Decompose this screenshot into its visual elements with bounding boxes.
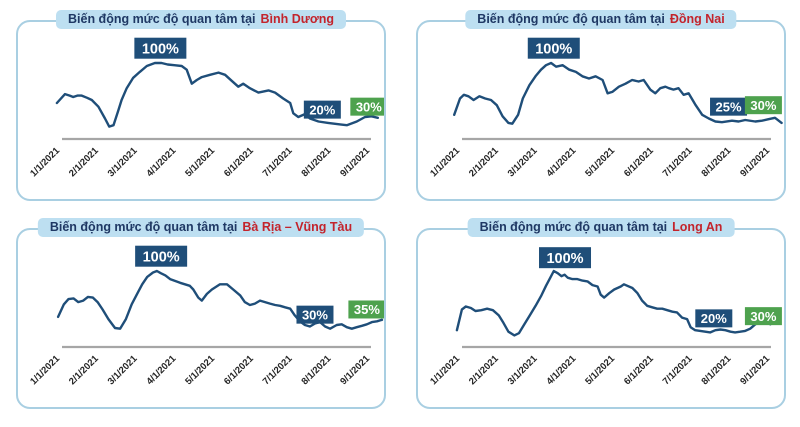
x-tick-label: 2/1/2021 (467, 353, 501, 387)
value-label-navy: 25% (710, 97, 748, 116)
x-tick-label: 4/1/2021 (544, 145, 578, 179)
value-label-green: 35% (348, 300, 384, 319)
chart-title-text: Biến động mức độ quan tâm tại (67, 12, 256, 26)
value-label-box (539, 247, 592, 269)
x-tick-label: 4/1/2021 (144, 145, 178, 179)
value-label-box (744, 96, 782, 115)
chart-title: Biến động mức độ quan tâm tại Long An (467, 218, 735, 237)
value-label-box (348, 300, 384, 319)
interest-line (453, 61, 783, 125)
interest-line (455, 269, 772, 337)
x-tick-label: 9/1/2021 (738, 353, 772, 387)
value-label-box (350, 97, 384, 116)
chart-title: Biến động mức độ quan tâm tại Đồng Nai (465, 10, 737, 29)
value-label-box (695, 309, 733, 328)
x-tick-label: 7/1/2021 (661, 145, 695, 179)
x-tick-label: 5/1/2021 (183, 353, 217, 387)
value-label-green: 30% (744, 96, 782, 115)
chart-title-text: Biến động mức độ quan tâm tại (477, 12, 665, 26)
value-label-navy: 20% (695, 309, 733, 328)
value-label-text: 100% (142, 41, 179, 57)
value-label-peak: 100% (539, 247, 592, 269)
x-tick-label: 4/1/2021 (544, 353, 578, 387)
x-tick-label: 8/1/2021 (699, 353, 733, 387)
value-label-green: 30% (350, 97, 384, 116)
value-label-text: 100% (546, 251, 583, 267)
x-tick-label: 2/1/2021 (467, 145, 501, 179)
chart-title-location: Bà Rịa – Vũng Tàu (242, 220, 353, 234)
x-tick-label: 7/1/2021 (661, 353, 695, 387)
value-label-box (134, 37, 187, 59)
value-label-text: 100% (535, 41, 572, 57)
value-label-text: 30% (750, 309, 776, 324)
value-label-text: 35% (354, 302, 380, 317)
x-tick-label: 6/1/2021 (622, 353, 656, 387)
x-tick-label: 4/1/2021 (144, 353, 178, 387)
x-tick-label: 3/1/2021 (506, 145, 540, 179)
x-tick-label: 3/1/2021 (106, 353, 140, 387)
x-tick-label: 6/1/2021 (222, 353, 256, 387)
x-tick-label: 9/1/2021 (738, 145, 772, 179)
x-tick-label: 9/1/2021 (338, 145, 372, 179)
line-chart: 1/1/2021 2/1/2021 3/1/2021 4/1/2021 5/1/2021… (428, 37, 783, 179)
value-label-green: 30% (744, 307, 782, 326)
value-label-box (744, 307, 782, 326)
x-tick-label: 8/1/2021 (299, 353, 333, 387)
x-tick-label: 3/1/2021 (106, 145, 140, 179)
value-label-text: 30% (302, 307, 328, 322)
line-chart: 1/1/2021 2/1/2021 3/1/2021 4/1/2021 5/1/2021… (428, 247, 782, 387)
chart-title-location: Bình Dương (260, 12, 335, 26)
value-label-peak: 100% (135, 245, 188, 267)
chart-title: Biến động mức độ quan tâm tại Bà Rịa – V… (37, 218, 365, 237)
x-tick-label: 2/1/2021 (67, 353, 101, 387)
x-tick-label: 1/1/2021 (28, 145, 62, 179)
chart-title-location: Đồng Nai (669, 12, 725, 26)
x-tick-label: 1/1/2021 (28, 353, 62, 387)
chart-card-binh-duong: Biến động mức độ quan tâm tại Bình Dương… (16, 10, 386, 201)
value-label-text: 20% (701, 311, 727, 326)
chart-title-text: Biến động mức độ quan tâm tại (479, 220, 668, 234)
x-tick-label: 9/1/2021 (338, 353, 372, 387)
line-chart: 1/1/2021 2/1/2021 3/1/2021 4/1/2021 5/1/2021… (28, 37, 384, 179)
x-tick-label: 2/1/2021 (67, 145, 101, 179)
x-tick-label: 1/1/2021 (428, 353, 462, 387)
interest-line (56, 269, 384, 330)
chart-title-location: Long An (672, 220, 723, 234)
value-label-peak: 100% (527, 37, 580, 59)
value-label-box (135, 245, 188, 267)
chart-card-dong-nai: Biến động mức độ quan tâm tại Đồng Nai 1… (416, 10, 786, 201)
x-tick-label: 6/1/2021 (622, 145, 656, 179)
value-label-text: 100% (143, 249, 180, 265)
x-tick-label: 6/1/2021 (222, 145, 256, 179)
value-label-text: 30% (750, 98, 776, 113)
x-tick-label: 3/1/2021 (506, 353, 540, 387)
value-label-box (527, 37, 580, 59)
x-tick-label: 1/1/2021 (428, 145, 462, 179)
chart-card-ba-ria-vung-tau: Biến động mức độ quan tâm tại Bà Rịa – V… (16, 218, 386, 409)
value-label-text: 25% (716, 99, 742, 114)
x-tick-label: 7/1/2021 (261, 145, 295, 179)
line-chart: 1/1/2021 2/1/2021 3/1/2021 4/1/2021 5/1/2021… (28, 245, 384, 387)
chart-card-long-an: Biến động mức độ quan tâm tại Long An 1/… (416, 218, 786, 409)
value-label-text: 30% (356, 99, 382, 114)
value-label-box (710, 97, 748, 116)
x-tick-label: 5/1/2021 (183, 145, 217, 179)
chart-title: Biến động mức độ quan tâm tại Bình Dương (55, 10, 347, 29)
value-label-box (296, 305, 334, 324)
value-label-box (303, 100, 341, 119)
x-tick-label: 5/1/2021 (583, 145, 617, 179)
x-tick-label: 8/1/2021 (699, 145, 733, 179)
x-tick-label: 8/1/2021 (299, 145, 333, 179)
x-tick-label: 7/1/2021 (261, 353, 295, 387)
chart-title-text: Biến động mức độ quan tâm tại (49, 220, 238, 234)
value-label-navy: 20% (303, 100, 341, 119)
value-label-navy: 30% (296, 305, 334, 324)
charts-grid: Biến động mức độ quan tâm tại Bình Dương… (16, 10, 786, 409)
value-label-peak: 100% (134, 37, 187, 59)
x-tick-label: 5/1/2021 (583, 353, 617, 387)
value-label-text: 20% (309, 102, 335, 117)
